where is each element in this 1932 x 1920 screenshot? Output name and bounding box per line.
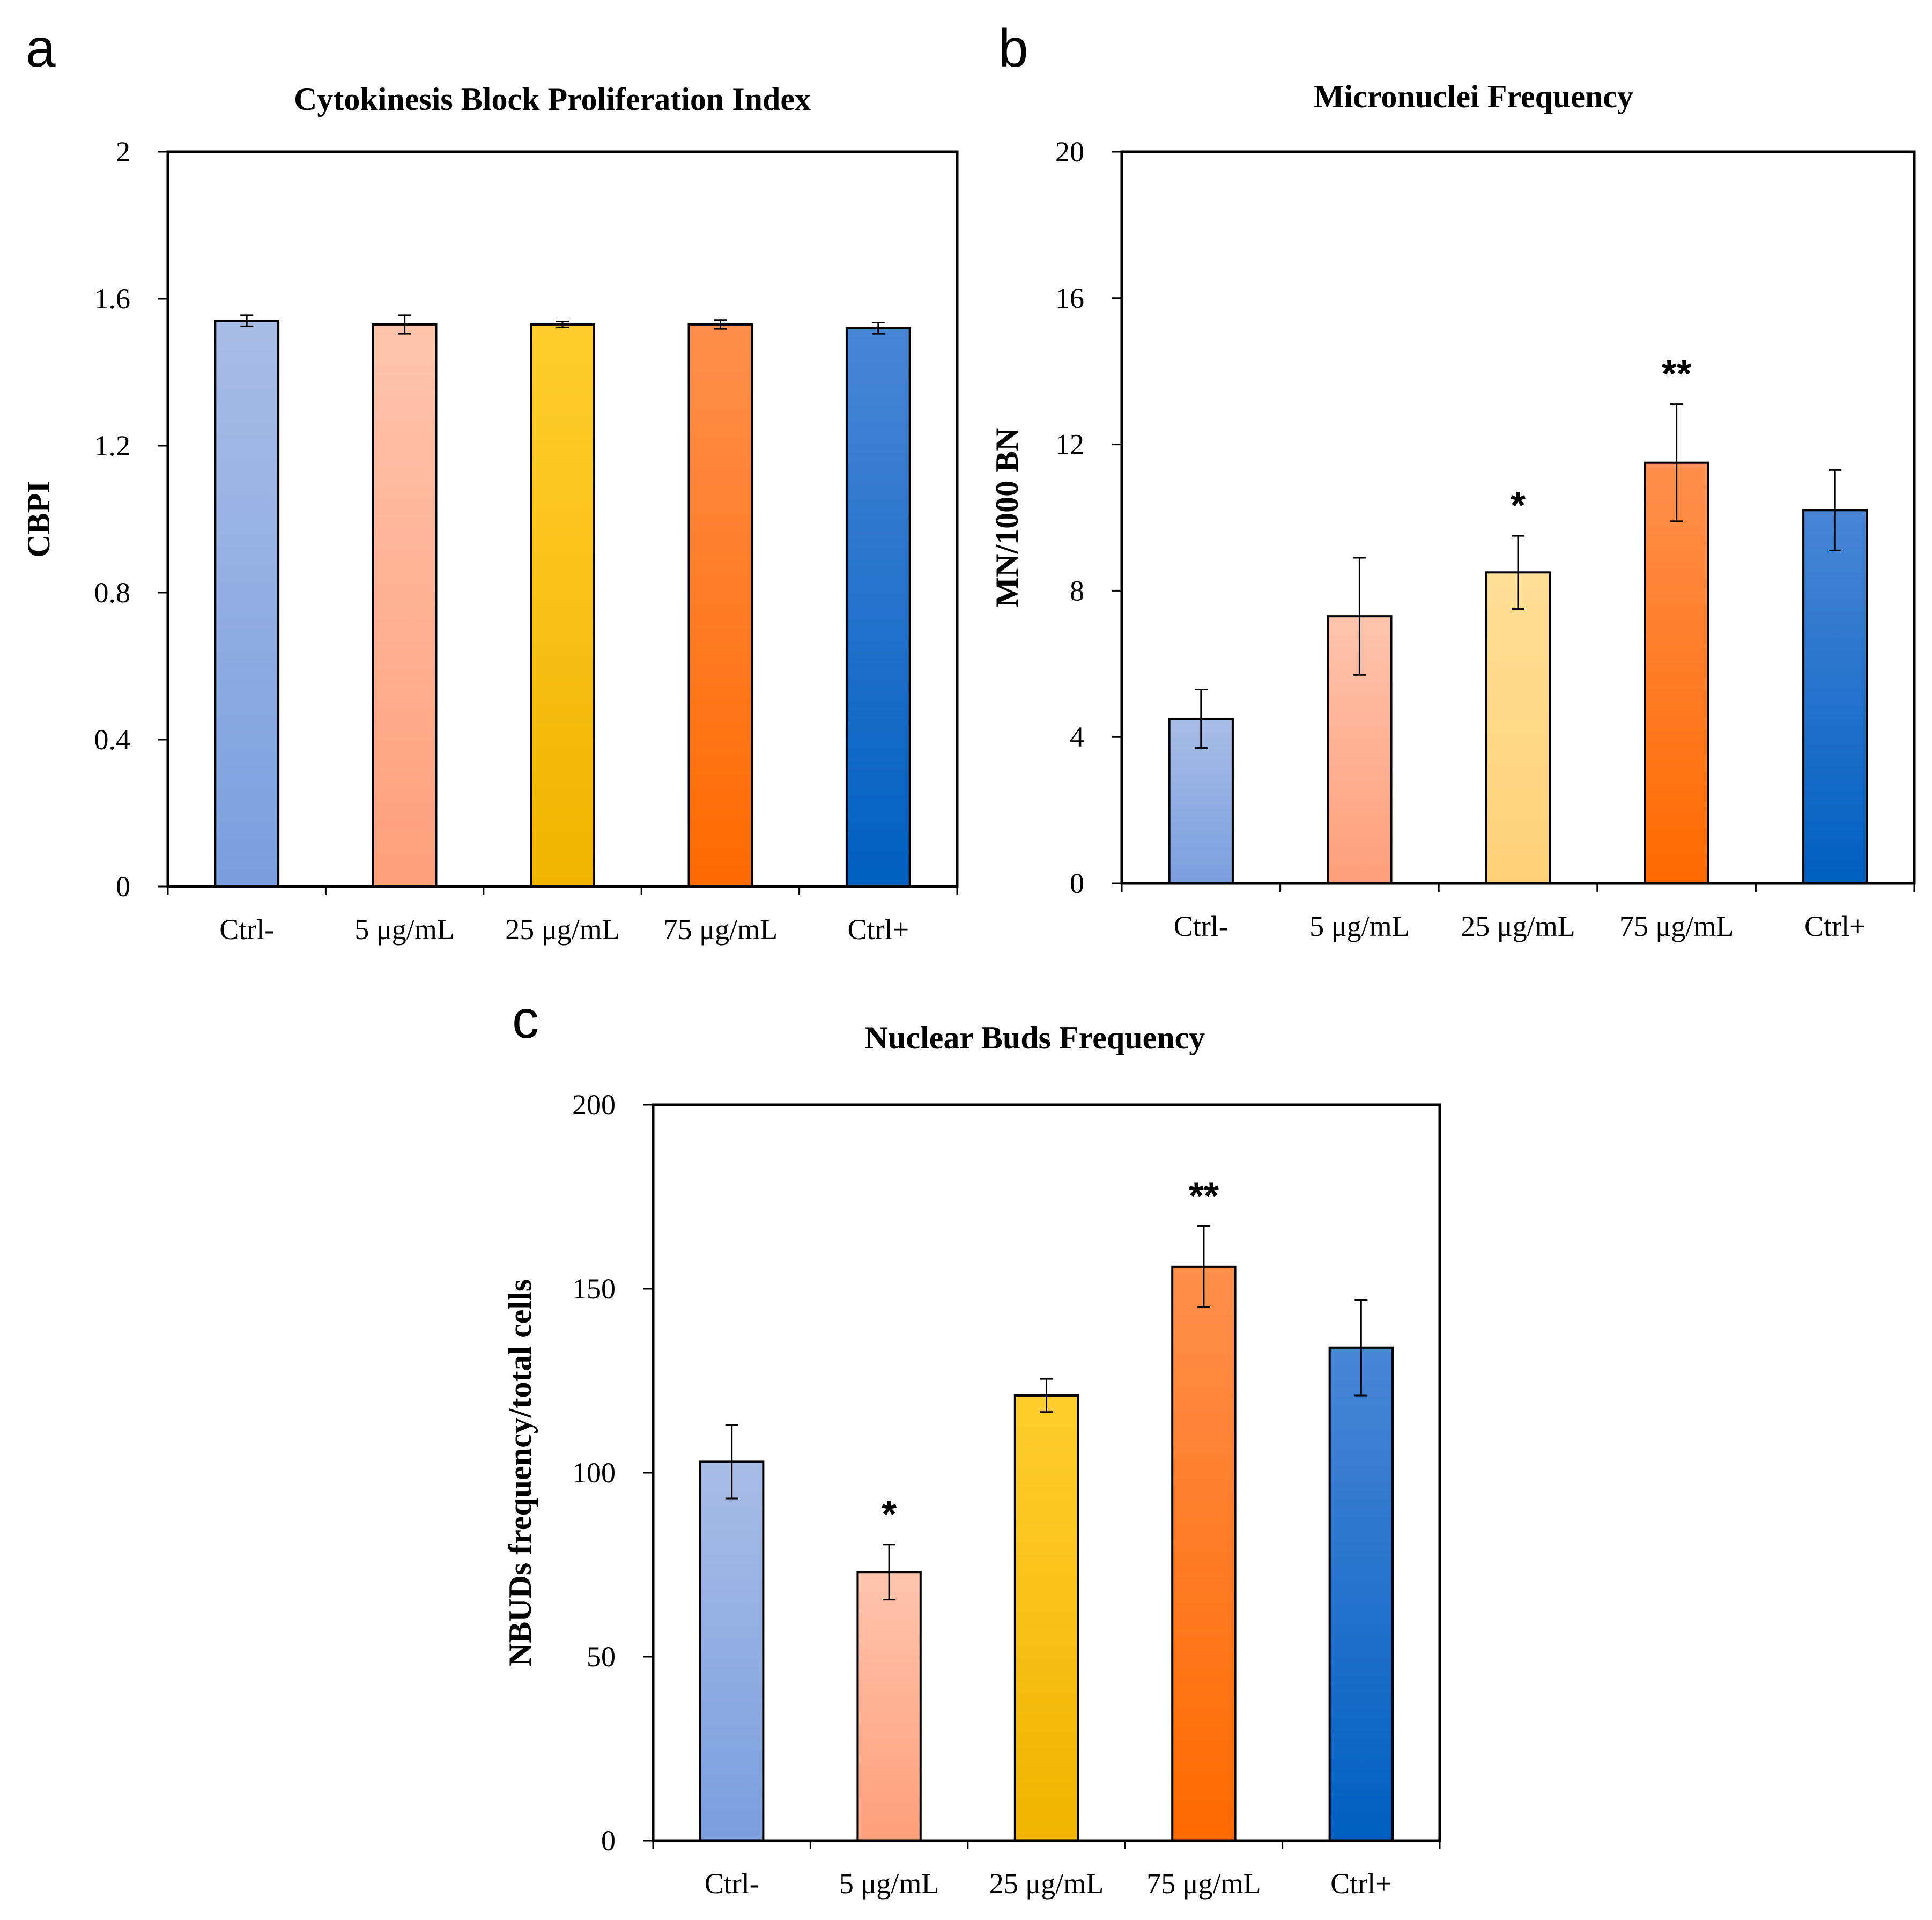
plot-frame [652,1103,1441,1842]
category-label: 25 μg/mL [505,913,619,946]
error-bar [1670,403,1683,522]
error-bar [871,322,885,335]
y-tick-label: 12 [1055,429,1084,461]
error-bar [1829,469,1842,551]
error-bar [1040,1378,1053,1413]
chart-a: Cytokinesis Block Proliferation Index CBP… [21,82,959,946]
category-label: 5 μg/mL [354,913,454,946]
category-label: Ctrl+ [1330,1867,1391,1900]
error-bar [1197,1225,1210,1308]
error-bar [556,320,569,328]
bar [1485,571,1551,885]
y-tick-label: 0.4 [94,723,131,756]
category-label: 25 μg/mL [989,1867,1104,1900]
error-bar [714,319,727,330]
bar [1644,461,1709,884]
bar [699,1460,765,1842]
category-label: 75 μg/mL [663,913,778,946]
category-label: Ctrl- [219,913,274,946]
category-label: Ctrl+ [1804,910,1866,942]
y-tick-label: 0.8 [94,577,131,609]
error-bar [1354,1299,1368,1397]
y-tick-label: 4 [1070,721,1084,753]
error-bar [1353,557,1366,676]
plot-frame [166,150,959,888]
category-label: 75 μg/mL [1146,1867,1261,1900]
bar [856,1571,922,1842]
y-tick-label: 0 [1070,867,1084,899]
error-bar [1194,689,1208,749]
panel-letter-c: c [512,989,539,1050]
bar [1171,1265,1237,1842]
y-tick-label: 20 [1055,136,1084,168]
category-label: 75 μg/mL [1619,910,1734,942]
y-tick-label: 2 [116,136,130,168]
chart-c: Nuclear Buds Frequency NBUDs frequency/to… [502,1020,1441,1900]
bar [687,323,753,888]
significance-label: * [1511,484,1526,527]
y-tick-label: 100 [572,1457,616,1489]
y-tick-label: 200 [572,1089,616,1121]
bar [1328,1346,1394,1842]
y-tick-label: 16 [1055,282,1084,314]
error-bar [398,314,411,335]
chart-title: Cytokinesis Block Proliferation Index [294,82,811,117]
chart-b: Micronuclei Frequency MN/1000 BN Ctrl- 5 μg… [989,79,1916,942]
plot-frame [1120,150,1916,885]
category-label: Ctrl+ [848,913,909,946]
category-label: 25 μg/mL [1461,910,1575,942]
significance-label: ** [1662,353,1692,396]
y-tick-label: 0 [116,870,130,903]
category-label: Ctrl- [1174,910,1228,942]
y-tick-label: 1.6 [94,283,131,315]
y-axis-label: NBUDs frequency/total cells [502,1279,538,1666]
significance-label: ** [1189,1175,1219,1217]
y-axis-label: CBPI [21,481,56,557]
y-tick-label: 50 [587,1641,616,1673]
y-axis-label: MN/1000 BN [989,428,1025,608]
error-bar [725,1424,738,1500]
panel-a: a Cytokinesis Block Proliferation IndexC… [21,18,959,946]
significance-label: * [882,1493,897,1536]
bar [214,320,280,888]
chart-title: Nuclear Buds Frequency [865,1020,1205,1055]
y-tick-label: 1.2 [94,430,131,462]
panel-b: b Micronuclei Frequency MN/1000 BN Ctrl- 5 … [989,18,1916,942]
error-bar [1512,535,1524,610]
bar [845,327,911,888]
y-tick-label: 0 [601,1825,616,1857]
category-label: 5 μg/mL [839,1867,939,1900]
panel-letter-a: a [26,18,56,78]
chart-title: Micronuclei Frequency [1314,79,1633,114]
category-label: Ctrl- [705,1867,759,1900]
bar [1802,509,1868,884]
error-bar [883,1544,896,1601]
y-tick-label: 8 [1070,574,1084,607]
bar [530,323,595,888]
y-tick-label: 150 [572,1273,616,1305]
error-bar [240,314,254,327]
bar [1013,1394,1079,1842]
bar [372,323,438,888]
panel-c: c Nuclear Buds Frequency NBUDs frequency/… [502,989,1441,1900]
category-label: 5 μg/mL [1309,910,1409,942]
panel-letter-b: b [998,18,1028,78]
